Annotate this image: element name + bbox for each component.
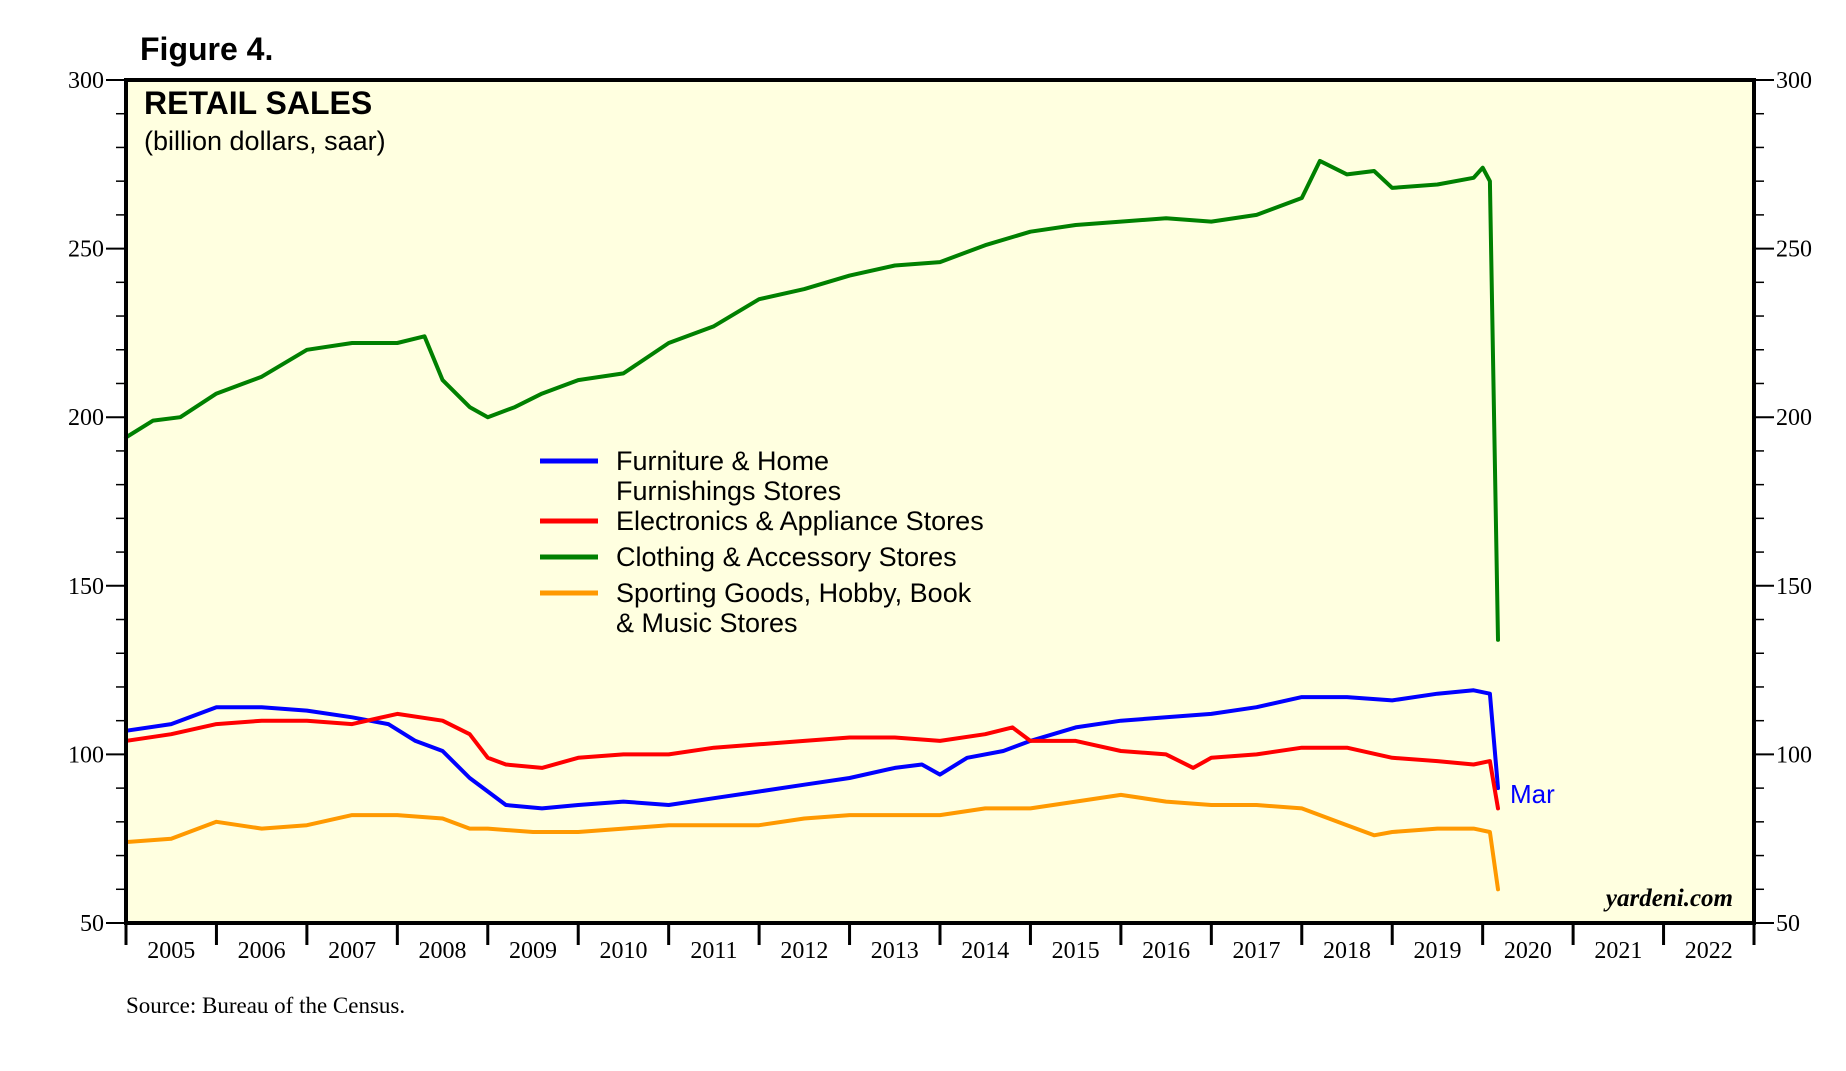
figure-label: Figure 4. [140,31,273,67]
legend-label: Clothing & Accessory Stores [616,542,957,572]
y-tick-label-right: 50 [1776,911,1800,937]
x-tick-label: 2009 [509,938,557,964]
plot-area [126,80,1754,923]
plot-frame [124,78,1756,925]
x-tick-label: 2011 [690,938,737,964]
x-tick-label: 2017 [1233,938,1281,964]
x-tick-label: 2007 [328,938,376,964]
y-tick-label-left: 300 [68,68,104,94]
legend-label: Sporting Goods, Hobby, Book [616,578,972,608]
y-tick-label-right: 300 [1776,68,1812,94]
y-axis-labels: 50 50 100 100 150 150 200 200 250 250 300 300 [68,68,1812,937]
x-tick-label: 2018 [1323,938,1371,964]
x-tick-label: 2016 [1142,938,1190,964]
x-axis-labels: 2005 2006 2007 2008 2009 2010 2011 2012 2013 2014… [147,938,1733,964]
chart-subtitle: (billion dollars, saar) [144,126,386,156]
series-line [124,792,1500,892]
x-tick-label: 2014 [961,938,1009,964]
watermark: yardeni.com [1603,885,1733,912]
source-note: Source: Bureau of the Census. [126,993,405,1018]
x-tick-label: 2013 [871,938,919,964]
x-tick-label: 2010 [599,938,647,964]
y-tick-label-right: 100 [1776,742,1812,768]
legend-label: Electronics & Appliance Stores [616,506,984,536]
y-tick-label-right: 150 [1776,574,1812,600]
x-tick-label: 2019 [1413,938,1461,964]
x-tick-label: 2008 [419,938,467,964]
x-tick-label: 2015 [1052,938,1100,964]
x-tick-label: 2022 [1685,938,1733,964]
series-lines [124,158,1500,892]
x-tick-label: 2020 [1504,938,1552,964]
y-tick-label-left: 250 [68,237,104,263]
axis-ticks [106,79,1774,945]
y-tick-label-left: 200 [68,405,104,431]
series-line [124,711,1500,811]
end-date-label: Mar [1510,779,1555,809]
y-tick-label-left: 100 [68,742,104,768]
series-line [124,688,1500,811]
x-tick-label: 2021 [1594,938,1642,964]
series-line [124,158,1500,642]
legend-label: Furnishings Stores [616,476,841,506]
legend-label: & Music Stores [616,608,798,638]
x-tick-label: 2006 [238,938,286,964]
x-tick-label: 2012 [780,938,828,964]
legend-label: Furniture & Home [616,446,829,476]
x-tick-label: 2005 [147,938,195,964]
y-tick-label-left: 150 [68,574,104,600]
y-tick-label-left: 50 [80,911,104,937]
chart-title: RETAIL SALES [144,85,372,121]
y-tick-label-right: 200 [1776,405,1812,431]
y-tick-label-right: 250 [1776,237,1812,263]
